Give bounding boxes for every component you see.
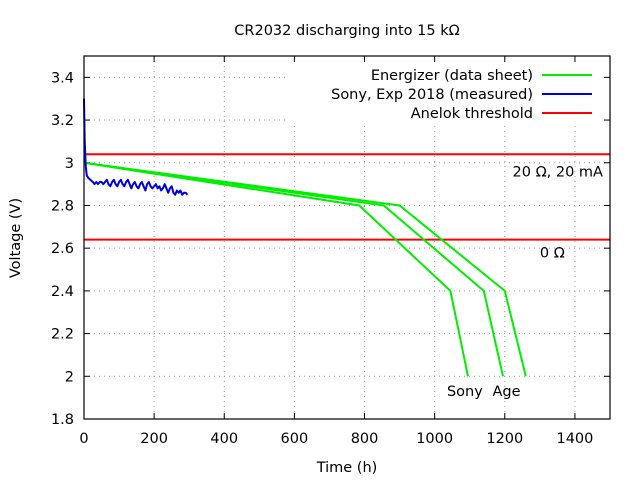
y-tick-labels: 1.8 2 2.2 2.4 2.6 2.8 3 3.2 3.4 [51,70,74,428]
sony-measured-curve [83,98,189,196]
grid-lines [84,56,610,419]
annotation-label: Sony [447,384,483,400]
x-tick-label: 1400 [556,431,593,447]
x-tick-labels: 0 200 400 600 800 1000 1200 1400 [79,431,593,447]
legend-label: Energizer (data sheet) [371,68,533,84]
y-tick-label: 2.4 [51,284,74,300]
x-tick-label: 200 [140,431,168,447]
y-tick-label: 2.2 [51,327,74,343]
annotations: 20 Ω, 20 mA 0 Ω Sony Age [447,164,603,400]
y-tick-label: 2.8 [51,198,74,214]
x-tick-label: 0 [79,431,88,447]
y-tick-label: 2 [65,369,74,385]
threshold-lines [84,153,610,241]
y-tick-label: 2.6 [51,241,74,257]
legend-label: Anelok threshold [411,106,533,122]
annotation-label: Age [493,384,521,400]
x-tick-label: 1200 [486,431,523,447]
y-tick-label: 3.2 [51,113,74,129]
x-tick-label: 400 [210,431,238,447]
energizer-curve-2 [83,161,504,377]
x-tick-label: 800 [351,431,379,447]
series-lines [83,98,527,377]
annotation-label: 0 Ω [540,245,565,261]
y-tick-label: 1.8 [51,412,74,428]
y-axis-label: Voltage (V) [8,198,24,278]
plot-frame [83,55,611,420]
x-tick-label: 1000 [416,431,453,447]
chart-title: CR2032 discharging into 15 kΩ [234,23,459,39]
legend: Energizer (data sheet) Sony, Exp 2018 (me… [331,68,592,122]
annotation-label: 20 Ω, 20 mA [513,164,604,180]
x-axis-label: Time (h) [316,460,378,476]
energizer-curve-1 [83,161,469,377]
x-tick-label: 600 [281,431,309,447]
y-tick-label: 3.4 [51,70,74,86]
y-tick-label: 3 [65,156,74,172]
legend-label: Sony, Exp 2018 (measured) [331,87,533,103]
energizer-curve-3 [83,161,527,377]
